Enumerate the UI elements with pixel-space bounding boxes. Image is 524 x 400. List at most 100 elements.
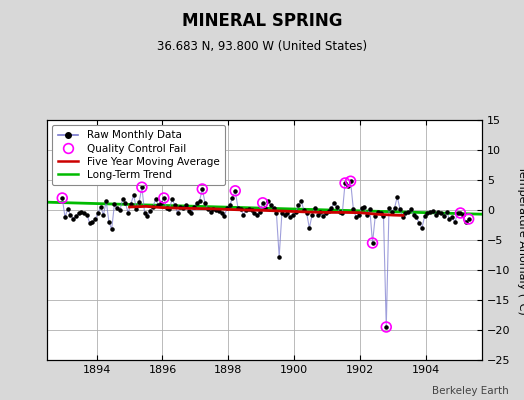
Point — [193, 200, 201, 206]
Point — [330, 200, 339, 206]
Point — [223, 205, 231, 211]
Point — [410, 212, 418, 218]
Point — [209, 206, 217, 213]
Point — [404, 209, 412, 215]
Point — [72, 213, 80, 219]
Point — [448, 214, 456, 220]
Point — [105, 219, 113, 225]
Point — [231, 188, 239, 194]
Legend: Raw Monthly Data, Quality Control Fail, Five Year Moving Average, Long-Term Tren: Raw Monthly Data, Quality Control Fail, … — [52, 125, 225, 185]
Point — [393, 194, 401, 200]
Text: 36.683 N, 93.800 W (United States): 36.683 N, 93.800 W (United States) — [157, 40, 367, 53]
Point — [423, 210, 432, 216]
Point — [138, 184, 146, 190]
Point — [401, 210, 410, 216]
Point — [456, 210, 465, 216]
Point — [182, 202, 190, 208]
Point — [440, 213, 448, 219]
Point — [78, 209, 86, 215]
Point — [149, 204, 157, 210]
Point — [132, 206, 140, 212]
Point — [179, 205, 187, 211]
Point — [206, 209, 215, 215]
Point — [308, 212, 316, 218]
Point — [168, 196, 176, 202]
Point — [459, 212, 467, 218]
Point — [272, 210, 281, 216]
Point — [382, 324, 390, 330]
Point — [110, 201, 118, 207]
Point — [63, 206, 72, 212]
Point — [225, 202, 234, 208]
Point — [278, 210, 286, 216]
Point — [116, 207, 124, 213]
Point — [349, 206, 357, 212]
Point — [58, 195, 67, 201]
Point — [129, 192, 138, 198]
Point — [245, 206, 253, 212]
Point — [214, 208, 223, 214]
Point — [451, 219, 459, 225]
Point — [352, 214, 360, 220]
Text: MINERAL SPRING: MINERAL SPRING — [182, 12, 342, 30]
Point — [305, 225, 313, 231]
Point — [201, 200, 209, 206]
Point — [456, 210, 465, 216]
Point — [135, 199, 144, 206]
Point — [396, 206, 404, 212]
Point — [258, 200, 267, 206]
Point — [291, 209, 300, 215]
Point — [239, 212, 248, 218]
Point — [368, 240, 377, 246]
Point — [91, 216, 100, 222]
Point — [415, 220, 423, 226]
Point — [236, 206, 245, 213]
Point — [61, 214, 69, 220]
Point — [399, 214, 407, 220]
Point — [338, 210, 346, 216]
Point — [280, 212, 289, 218]
Point — [420, 213, 429, 219]
Text: Berkeley Earth: Berkeley Earth — [432, 386, 508, 396]
Point — [283, 210, 292, 216]
Point — [360, 204, 368, 210]
Point — [341, 180, 350, 186]
Point — [58, 195, 67, 201]
Point — [261, 205, 270, 211]
Point — [412, 214, 421, 220]
Point — [319, 213, 328, 219]
Point — [382, 324, 390, 330]
Point — [437, 210, 445, 216]
Point — [85, 220, 94, 226]
Point — [294, 202, 302, 208]
Point — [445, 216, 454, 222]
Point — [429, 208, 437, 214]
Point — [379, 213, 388, 219]
Point — [322, 210, 330, 216]
Point — [377, 210, 385, 216]
Point — [311, 205, 319, 211]
Point — [231, 188, 239, 194]
Point — [333, 204, 341, 210]
Point — [80, 210, 89, 216]
Point — [121, 200, 129, 206]
Point — [366, 206, 374, 212]
Point — [269, 205, 278, 211]
Point — [363, 212, 371, 218]
Point — [146, 208, 154, 214]
Point — [355, 212, 363, 218]
Point — [83, 212, 91, 218]
Point — [324, 208, 333, 214]
Point — [407, 206, 415, 213]
Point — [258, 200, 267, 206]
Point — [357, 205, 366, 211]
Point — [171, 202, 179, 208]
Point — [434, 209, 443, 215]
Point — [217, 210, 226, 216]
Point — [102, 198, 111, 204]
Point — [442, 209, 451, 215]
Point — [138, 184, 146, 190]
Point — [346, 178, 355, 184]
Point — [165, 206, 173, 213]
Point — [96, 204, 105, 210]
